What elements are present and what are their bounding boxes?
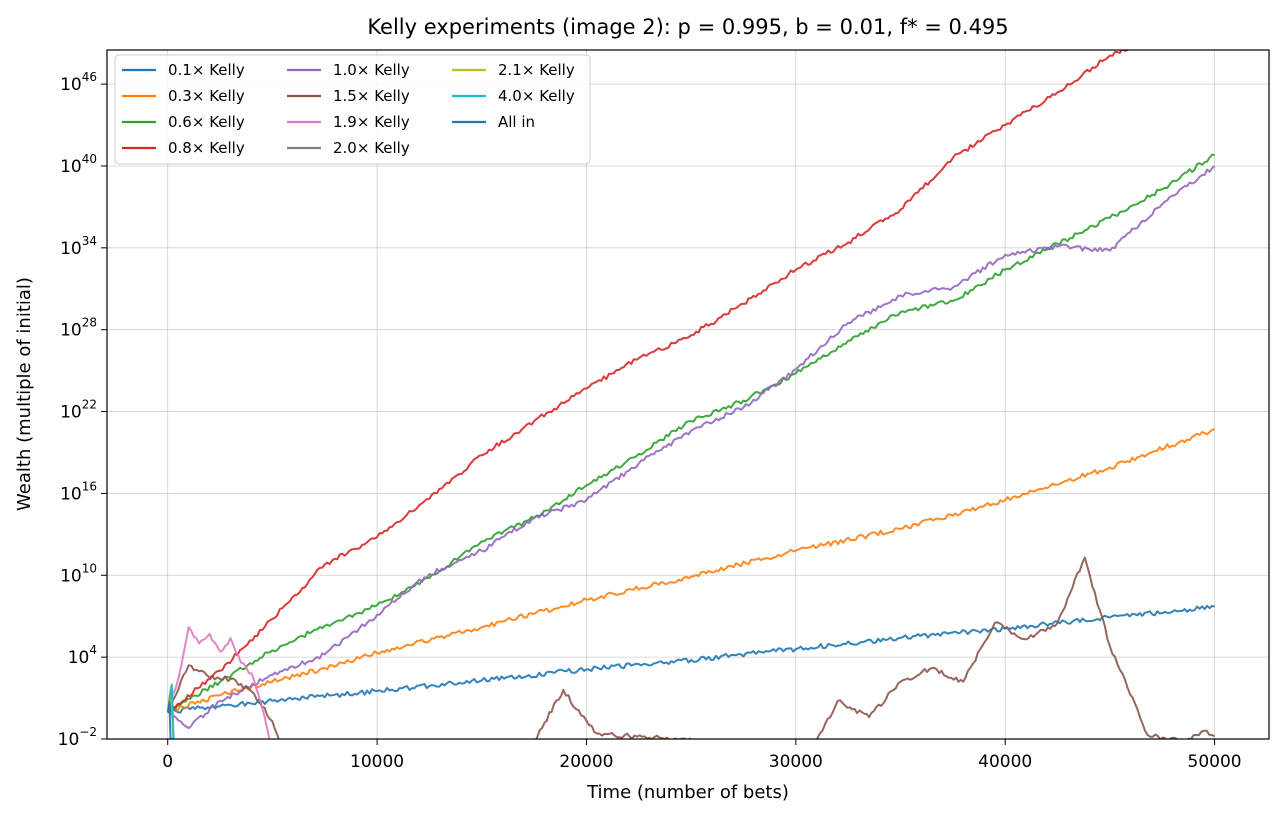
x-tick-label: 0 [162, 752, 173, 772]
series-line-0-8-kelly [166, 50, 1129, 713]
legend-label-0-3-kelly: 0.3× Kelly [168, 87, 245, 105]
series-line-1-9-kelly [166, 626, 271, 739]
x-axis-label: Time (number of bets) [586, 782, 789, 803]
series-line-0-1-kelly [167, 604, 1215, 714]
y-tick-label: 1028 [60, 316, 97, 341]
legend-label-1-9-kelly: 1.9× Kelly [333, 113, 410, 131]
legend-label-1-0-kelly: 1.0× Kelly [333, 61, 410, 79]
series-line-1-0-kelly [167, 165, 1216, 730]
series-line-all-in [166, 701, 172, 739]
y-tick-label: 1034 [60, 234, 97, 259]
series-group [166, 50, 1216, 739]
legend: 0.1× Kelly 0.3× Kelly 0.6× Kelly 0.8× Kelly… [114, 54, 591, 165]
x-tick-label: 30000 [769, 752, 823, 772]
y-tick-label: 1022 [60, 398, 97, 423]
legend-label-1-5-kelly: 1.5× Kelly [333, 87, 410, 105]
legend-label-4-0-kelly: 4.0× Kelly [498, 87, 575, 105]
legend-label-0-8-kelly: 0.8× Kelly [168, 139, 245, 157]
y-tick-label: 1010 [60, 561, 97, 586]
legend-label-0-1-kelly: 0.1× Kelly [168, 61, 245, 79]
y-tick-label: 104 [68, 643, 97, 668]
x-axis: 0 10000 20000 30000 40000 50000 [162, 739, 1242, 772]
plot-frame [106, 49, 1270, 740]
x-tick-label: 50000 [1188, 752, 1242, 772]
grid [107, 50, 1269, 740]
x-tick-label: 10000 [350, 752, 404, 772]
x-tick-label: 20000 [559, 752, 613, 772]
y-axis: 10−2 104 1010 1016 1022 1028 1034 1040 1046 [58, 70, 107, 750]
series-line-0-6-kelly [167, 153, 1215, 713]
y-tick-label: 1046 [60, 70, 97, 95]
chart-title: Kelly experiments (image 2): p = 0.995, … [367, 15, 1008, 39]
series-line-0-3-kelly [167, 428, 1215, 713]
y-axis-label: Wealth (multiple of initial) [14, 277, 35, 511]
y-tick-label: 1016 [60, 479, 97, 504]
series-line-1-5-kelly [166, 556, 1216, 739]
y-tick-label: 10−2 [58, 725, 97, 750]
legend-label-0-6-kelly: 0.6× Kelly [168, 113, 245, 131]
legend-label-2-1-kelly: 2.1× Kelly [498, 61, 575, 79]
legend-label-2-0-kelly: 2.0× Kelly [333, 139, 410, 157]
legend-label-all-in: All in [498, 113, 535, 131]
y-tick-label: 1040 [60, 152, 97, 177]
legend-frame [114, 54, 591, 165]
x-tick-label: 40000 [978, 752, 1032, 772]
